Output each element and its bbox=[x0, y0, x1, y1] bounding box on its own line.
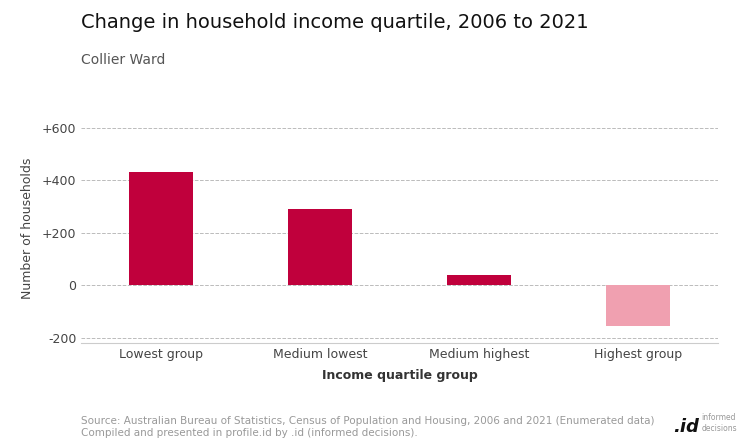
X-axis label: Income quartile group: Income quartile group bbox=[322, 370, 477, 382]
Bar bbox=[289, 209, 352, 286]
Bar bbox=[607, 286, 670, 326]
Text: .id: .id bbox=[673, 418, 699, 436]
Y-axis label: Number of households: Number of households bbox=[21, 158, 34, 300]
Text: Change in household income quartile, 2006 to 2021: Change in household income quartile, 200… bbox=[81, 13, 589, 32]
Text: Collier Ward: Collier Ward bbox=[81, 53, 166, 67]
Text: informed
decisions: informed decisions bbox=[702, 413, 737, 433]
Bar bbox=[447, 275, 511, 286]
Text: Source: Australian Bureau of Statistics, Census of Population and Housing, 2006 : Source: Australian Bureau of Statistics,… bbox=[81, 416, 655, 438]
Bar bbox=[130, 172, 192, 286]
